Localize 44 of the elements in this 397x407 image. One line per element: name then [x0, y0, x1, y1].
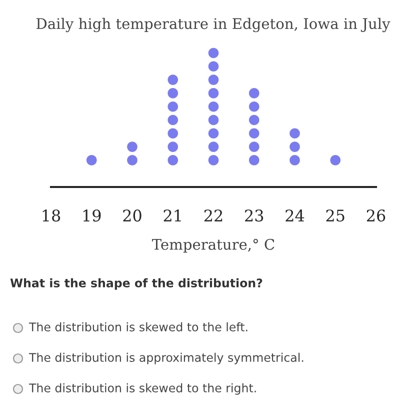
point	[168, 128, 178, 139]
point	[290, 128, 300, 139]
point	[208, 48, 219, 58]
point	[127, 155, 138, 166]
chart-title: Daily high temperature in Edgeton, Iowa in July	[36, 18, 390, 32]
point	[248, 101, 260, 112]
point	[248, 88, 260, 98]
point	[248, 114, 260, 126]
point	[208, 155, 219, 166]
x-tick-label: 20	[123, 210, 142, 222]
point	[168, 114, 178, 126]
x-tick-label: 26	[366, 210, 386, 222]
x-tick-label: 25	[326, 210, 344, 222]
text: What is the shape of the distribution?	[10, 278, 262, 290]
text: The distribution is skewed to the left.	[28, 322, 248, 332]
point	[290, 142, 300, 152]
point	[127, 142, 138, 152]
x-tick-label: 23	[245, 210, 264, 222]
point	[208, 101, 219, 112]
point	[248, 142, 260, 152]
point	[168, 142, 178, 152]
point	[168, 155, 178, 166]
point	[248, 128, 260, 139]
point	[208, 74, 219, 85]
point	[86, 155, 97, 166]
x-axis-title: Temperature,° C	[152, 238, 274, 253]
point	[208, 88, 219, 98]
x-tick-label: 21	[164, 210, 181, 222]
x-tick-label: 19	[83, 210, 101, 222]
point	[168, 101, 178, 112]
text: The distribution is approximately symmetrical.	[28, 352, 304, 364]
point	[208, 128, 219, 139]
x-tick-label: 24	[286, 210, 304, 222]
point	[168, 74, 178, 85]
point	[290, 155, 300, 166]
point	[248, 155, 260, 166]
point	[168, 88, 178, 98]
point	[208, 61, 219, 72]
text: The distribution is skewed to the right.	[28, 383, 256, 395]
x-tick-label: 18	[42, 210, 60, 222]
point	[208, 142, 219, 152]
point	[208, 114, 219, 126]
point	[330, 155, 341, 166]
x-tick-label: 22	[204, 210, 222, 222]
